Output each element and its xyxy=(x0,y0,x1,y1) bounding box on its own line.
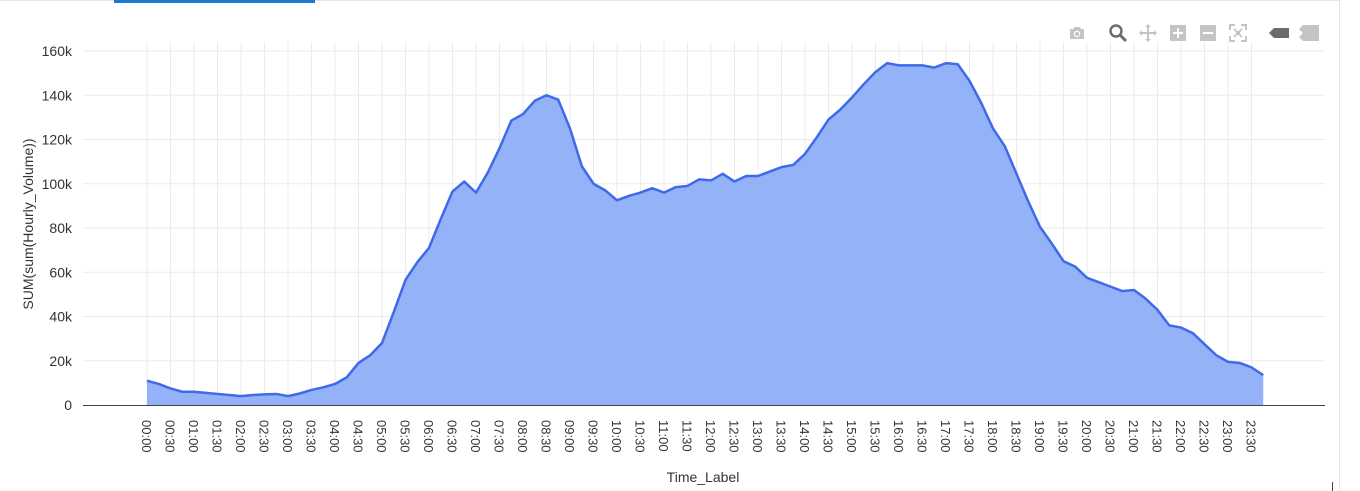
panel-right-border xyxy=(1339,0,1340,491)
zoom-out-icon[interactable] xyxy=(1195,20,1221,46)
x-tick-label: 08:30 xyxy=(539,420,554,453)
x-tick-label: 22:00 xyxy=(1173,420,1188,453)
x-axis-title: Time_Label xyxy=(667,469,740,485)
x-tick-label: 20:00 xyxy=(1079,420,1094,453)
y-tick-label: 60k xyxy=(49,264,73,280)
autoscale-icon[interactable] xyxy=(1225,20,1251,46)
x-tick-label: 07:30 xyxy=(492,420,507,453)
x-tick-label: 12:00 xyxy=(703,420,718,453)
x-tick-label: 04:00 xyxy=(327,420,342,453)
x-tick-label: 05:30 xyxy=(398,420,413,453)
pan-icon[interactable] xyxy=(1135,20,1161,46)
x-tick-label: 21:30 xyxy=(1150,420,1165,453)
zoom-in-icon[interactable] xyxy=(1165,20,1191,46)
x-tick-label: 07:00 xyxy=(468,420,483,453)
y-tick-label: 100k xyxy=(42,176,73,192)
top-frame-border xyxy=(0,0,1340,3)
x-tick-label: 10:00 xyxy=(609,420,624,453)
camera-icon[interactable] xyxy=(1064,20,1090,46)
area-fill xyxy=(147,63,1264,406)
x-tick-label: 01:30 xyxy=(210,420,225,453)
y-tick-label: 120k xyxy=(42,132,73,148)
x-tick-label: 00:30 xyxy=(163,420,178,453)
zoom-icon[interactable] xyxy=(1105,20,1131,46)
x-tick-label: 17:30 xyxy=(962,420,977,453)
x-tick-label: 11:30 xyxy=(680,420,695,452)
x-tick-label: 22:30 xyxy=(1197,420,1212,453)
x-tick-label: 10:30 xyxy=(633,420,648,453)
x-tick-label: 04:30 xyxy=(351,420,366,453)
x-tick-label: 03:00 xyxy=(280,420,295,453)
x-tick-label: 13:00 xyxy=(750,420,765,453)
x-tick-label: 21:00 xyxy=(1126,420,1141,453)
x-tick-label: 20:30 xyxy=(1103,420,1118,453)
x-tick-label: 15:00 xyxy=(844,420,859,453)
text-cursor-mark xyxy=(1332,482,1333,491)
x-tick-label: 19:00 xyxy=(1032,420,1047,453)
chart-modebar xyxy=(1064,20,1326,46)
x-tick-label: 13:30 xyxy=(774,420,789,453)
y-tick-label: 20k xyxy=(49,353,73,369)
y-axis-title: SUM(sum(Hourly_Volume)) xyxy=(20,138,36,309)
x-tick-label: 16:30 xyxy=(915,420,930,453)
y-axis-tick-labels: 0 20k 40k 60k 80k 100k 120k 140k 160k xyxy=(42,43,73,413)
x-tick-label: 11:00 xyxy=(656,420,671,452)
x-tick-label: 09:00 xyxy=(562,420,577,453)
x-tick-label: 03:30 xyxy=(304,420,319,453)
x-tick-label: 15:30 xyxy=(868,420,883,453)
x-tick-label: 06:00 xyxy=(421,420,436,453)
x-tick-label: 06:30 xyxy=(445,420,460,453)
x-tick-label: 23:30 xyxy=(1244,420,1259,453)
hover-compare-icon[interactable] xyxy=(1296,20,1322,46)
x-tick-label: 12:30 xyxy=(727,420,742,453)
x-tick-label: 18:00 xyxy=(985,420,1000,453)
x-tick-label: 02:00 xyxy=(233,420,248,453)
y-tick-label: 140k xyxy=(42,87,73,103)
x-tick-label: 01:00 xyxy=(186,420,201,453)
x-tick-label: 18:30 xyxy=(1009,420,1024,453)
x-tick-label: 16:00 xyxy=(891,420,906,453)
x-tick-label: 23:00 xyxy=(1220,420,1235,453)
x-tick-label: 02:30 xyxy=(257,420,272,453)
y-tick-label: 160k xyxy=(42,43,73,59)
x-tick-label: 14:00 xyxy=(797,420,812,453)
x-tick-label: 05:00 xyxy=(374,420,389,453)
active-tab-indicator[interactable] xyxy=(114,0,315,3)
x-tick-label: 00:00 xyxy=(139,420,154,453)
y-tick-label: 0 xyxy=(64,397,72,413)
x-tick-label: 08:00 xyxy=(515,420,530,453)
x-tick-label: 09:30 xyxy=(586,420,601,453)
hover-closest-icon[interactable] xyxy=(1266,20,1292,46)
x-tick-label: 17:00 xyxy=(938,420,953,453)
series-line xyxy=(146,61,1264,398)
x-tick-label: 19:30 xyxy=(1056,420,1071,453)
x-axis-tick-labels: 00:00 00:30 01:00 01:30 02:00 02:30 03:00 03:30… xyxy=(139,420,1259,453)
y-tick-label: 40k xyxy=(49,309,73,325)
x-tick-label: 14:30 xyxy=(821,420,836,453)
y-tick-label: 80k xyxy=(49,220,73,236)
